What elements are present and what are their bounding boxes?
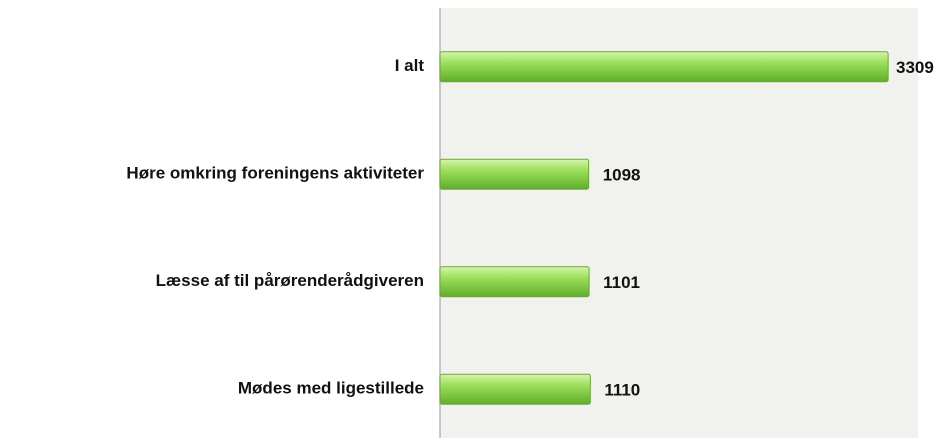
y-tick-label: Mødes med ligestillede (238, 379, 424, 398)
bar (439, 51, 889, 83)
y-tick-label: I alt (395, 56, 425, 75)
value-label: 1110 (604, 381, 640, 400)
bar (439, 373, 591, 405)
bar (439, 158, 590, 190)
y-tick-label: Høre omkring foreningens aktiviteter (126, 164, 424, 183)
bar (439, 266, 590, 298)
value-label: 1101 (603, 273, 640, 292)
y-tick-label: Læsse af til pårørenderådgiveren (156, 271, 424, 290)
value-label: 1098 (603, 166, 641, 185)
value-label: 3309 (896, 58, 934, 77)
